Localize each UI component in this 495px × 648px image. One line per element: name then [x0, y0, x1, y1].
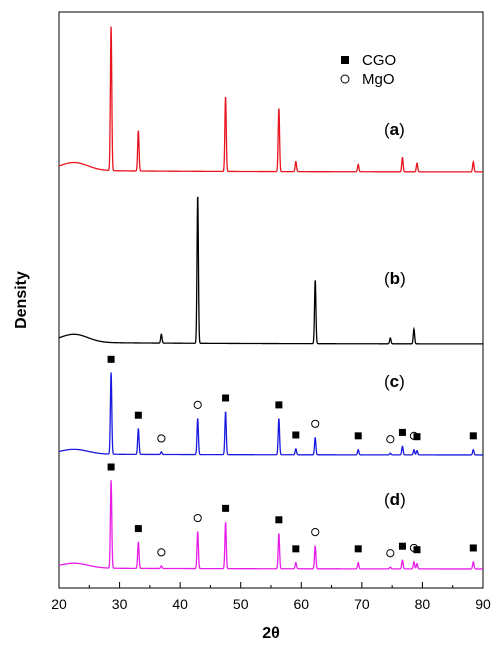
cgo-marker [134, 525, 142, 533]
mgo-marker [157, 434, 166, 443]
trace-a [58, 26, 483, 173]
x-tick-label: 80 [415, 596, 431, 612]
x-tick-label: 40 [172, 596, 188, 612]
trace-d [58, 480, 483, 570]
markers-group [107, 355, 477, 558]
y-axis-title: Density [13, 271, 30, 329]
mgo-marker [386, 435, 395, 444]
trace-b [58, 196, 483, 345]
cgo-marker [469, 432, 477, 440]
panel-label-c: (c) [384, 372, 405, 391]
cgo-marker [222, 504, 230, 512]
legend-cgo-marker [341, 56, 349, 64]
x-tick-label: 60 [293, 596, 309, 612]
cgo-marker [222, 394, 230, 402]
cgo-marker [292, 545, 300, 553]
traces-group [58, 26, 483, 570]
cgo-marker [275, 516, 283, 524]
mgo-marker [157, 548, 166, 557]
x-axis: 20 30 40 50 60 70 80 90 [51, 582, 491, 612]
panel-labels-group: (a) (b) (c) (d) [384, 120, 406, 509]
cgo-marker [107, 463, 115, 471]
panel-label-b: (b) [384, 269, 406, 288]
x-axis-title: 2θ [262, 625, 280, 642]
cgo-marker [354, 545, 362, 553]
cgo-marker [413, 433, 421, 441]
trace-c [58, 372, 483, 456]
mgo-marker [311, 528, 320, 537]
cgo-marker [354, 432, 362, 440]
cgo-marker [469, 544, 477, 552]
mgo-marker [193, 400, 202, 409]
legend: CGO MgO [340, 52, 396, 88]
cgo-marker [107, 355, 115, 363]
plot-frame [58, 11, 484, 589]
x-tick-label: 70 [354, 596, 370, 612]
mgo-marker [386, 549, 395, 558]
cgo-marker [134, 411, 142, 419]
cgo-marker [398, 428, 406, 436]
panel-label-d: (d) [384, 490, 406, 509]
cgo-marker [292, 431, 300, 439]
cgo-marker [413, 546, 421, 554]
x-tick-label: 50 [233, 596, 249, 612]
legend-mgo-marker [340, 74, 350, 84]
legend-cgo-label: CGO [362, 52, 396, 69]
cgo-marker [398, 542, 406, 550]
mgo-marker [311, 419, 320, 428]
mgo-marker [193, 513, 202, 523]
x-tick-label: 20 [51, 596, 67, 612]
panel-label-a: (a) [384, 120, 405, 139]
x-tick-label: 30 [112, 596, 128, 612]
legend-mgo-label: MgO [362, 71, 395, 88]
x-tick-label: 90 [475, 596, 491, 612]
cgo-marker [275, 401, 283, 409]
